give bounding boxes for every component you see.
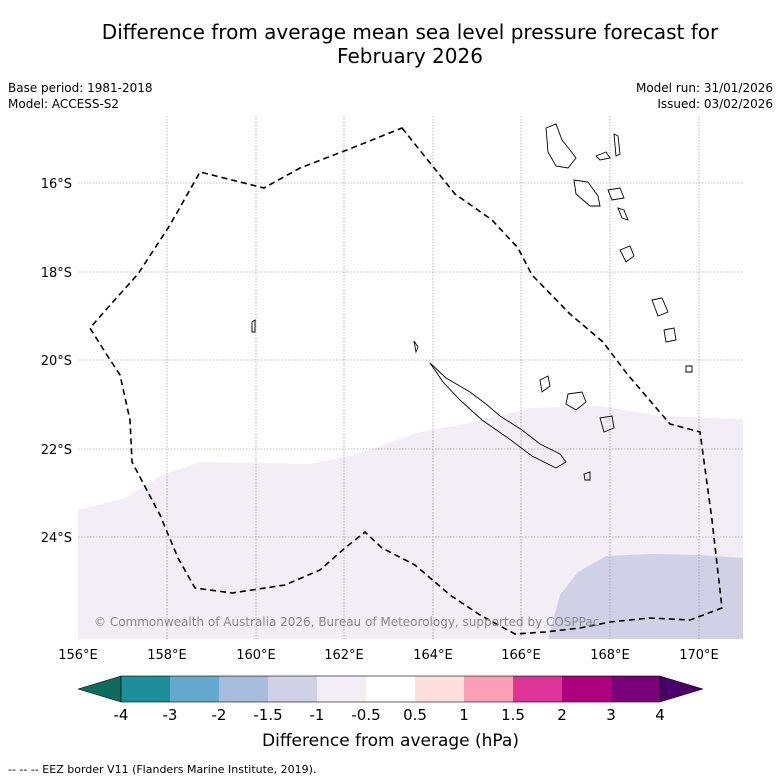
lon-tick: 162°E <box>324 648 364 663</box>
colorbar-swatch <box>268 676 317 702</box>
lat-tick: 24°S <box>41 531 72 546</box>
model-run: Model run: 31/01/2026 <box>635 81 773 95</box>
colorbar-swatch <box>170 676 219 702</box>
map-panel: © Commonwealth of Australia 2026, Bureau… <box>78 116 743 639</box>
model-name: Model: ACCESS-S2 <box>8 97 120 111</box>
colorbar-title: Difference from average (hPa) <box>262 731 519 751</box>
island-new-caledonia <box>429 362 567 469</box>
island-shepherds <box>617 207 629 221</box>
colorbar-tick: -2 <box>212 706 227 724</box>
island-chesterfield <box>251 319 256 333</box>
colorbar-swatch <box>121 676 170 702</box>
island-efate <box>607 187 625 201</box>
island-ouvea <box>539 375 551 393</box>
lon-tick: 160°E <box>236 648 276 663</box>
island-erromango <box>619 245 635 263</box>
island-maewo <box>613 133 621 157</box>
colorbar-outline <box>120 675 661 703</box>
colorbar-tick: -3 <box>163 706 178 724</box>
base-period: Base period: 1981-2018 <box>8 81 153 95</box>
lat-tick: 20°S <box>41 354 72 369</box>
anomaly-region-mid <box>548 554 743 639</box>
lon-tick: 164°E <box>413 648 453 663</box>
lon-tick: 156°E <box>58 648 98 663</box>
colorbar-tick: 0.5 <box>403 706 427 724</box>
coastlines <box>251 123 693 481</box>
longitude-tick-labels: 156°E 158°E 160°E 162°E 164°E 166°E 168°… <box>58 648 719 663</box>
colorbar-swatch <box>513 676 562 702</box>
meta-right: Model run: 31/01/2026 Issued: 03/02/2026 <box>636 80 773 112</box>
island-matthew <box>685 365 693 373</box>
island-aneityum <box>663 327 677 343</box>
colorbar-tick: -1.5 <box>253 706 282 724</box>
lat-tick: 18°S <box>41 266 72 281</box>
colorbar-tick: -4 <box>114 706 129 724</box>
colorbar-extend-high <box>659 675 704 703</box>
colorbar-swatch <box>611 676 660 702</box>
colorbar-tick: 1.5 <box>501 706 525 724</box>
colorbar-tick: -1 <box>310 706 325 724</box>
lat-tick: 16°S <box>41 177 72 192</box>
copyright-text: © Commonwealth of Australia 2026, Bureau… <box>94 615 599 629</box>
colorbar-swatch <box>562 676 611 702</box>
island-walpole <box>583 471 591 481</box>
colorbar-tick: 4 <box>655 706 665 724</box>
map-title: Difference from average mean sea level p… <box>0 20 781 68</box>
colorbar-swatch <box>415 676 464 702</box>
issued-date: Issued: 03/02/2026 <box>657 97 773 111</box>
island-lifou <box>565 391 587 411</box>
colorbar-tick: 3 <box>606 706 616 724</box>
eez-border <box>89 127 723 635</box>
island-espiritu-santo <box>545 123 577 169</box>
colorbar-swatch <box>366 676 415 702</box>
colorbar-tick: -0.5 <box>351 706 380 724</box>
island-mare <box>599 415 615 433</box>
colorbar-swatch <box>464 676 513 702</box>
lon-tick: 158°E <box>147 648 187 663</box>
meta-left: Base period: 1981-2018 Model: ACCESS-S2 <box>8 80 153 112</box>
lon-tick: 170°E <box>679 648 719 663</box>
lon-tick: 168°E <box>590 648 630 663</box>
latitude-tick-labels: 16°S 18°S 20°S 22°S 24°S <box>41 177 72 546</box>
gridlines <box>78 116 743 639</box>
island-malakula <box>573 179 601 207</box>
colorbar: -4 -3 -2 -1.5 -1 -0.5 0.5 1 1.5 2 3 4 <box>77 675 704 724</box>
colorbar-swatch <box>317 676 366 702</box>
colorbar-tick: 1 <box>459 706 469 724</box>
lat-tick: 22°S <box>41 443 72 458</box>
island-ambae <box>595 151 611 161</box>
colorbar-swatch <box>219 676 268 702</box>
lon-tick: 166°E <box>501 648 541 663</box>
colorbar-tick: 2 <box>557 706 567 724</box>
title-line-2: February 2026 <box>337 44 483 68</box>
island-tanna <box>651 297 669 317</box>
island-belep <box>413 340 419 354</box>
title-line-1: Difference from average mean sea level p… <box>101 20 719 44</box>
eez-legend-footnote: -- -- -- EEZ border V11 (Flanders Marine… <box>8 763 317 776</box>
colorbar-extend-low <box>77 675 122 703</box>
